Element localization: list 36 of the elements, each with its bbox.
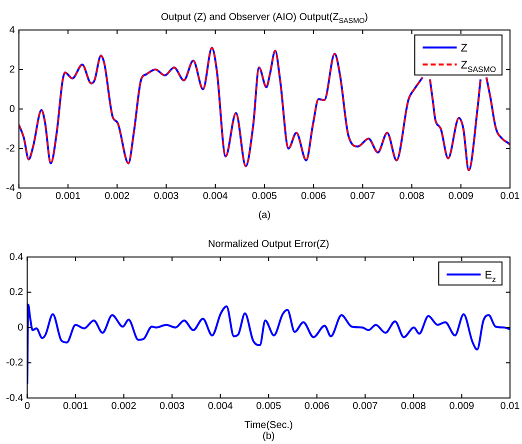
y-tick-label: 0.4	[9, 252, 24, 263]
x-tick-label: 0.004	[208, 400, 234, 412]
x-tick-label: 0.009	[449, 400, 475, 412]
x-tick-label: 0.008	[399, 190, 425, 202]
line-series	[27, 304, 510, 385]
x-tick-label: 0.002	[111, 400, 137, 412]
legend-label: Z	[460, 42, 468, 54]
x-tick-label: 0.01	[500, 400, 520, 412]
x-tick-label: 0.004	[202, 190, 228, 202]
x-tick-label: 0.003	[160, 400, 186, 412]
x-tick-label: 0.007	[350, 190, 376, 202]
x-axis-title: Time(Sec.)	[244, 420, 293, 431]
y-tick-label: -0.4	[6, 392, 24, 404]
y-tick-label: 0	[9, 104, 16, 115]
y-tick-label: 0.2	[9, 287, 24, 298]
y-tick-label: -4	[6, 182, 16, 194]
chart-title: Normalized Output Error(Z)	[208, 239, 330, 250]
x-tick-label: 0.009	[448, 190, 474, 202]
x-tick-label: 0.001	[55, 190, 81, 202]
x-tick-label: 0.005	[256, 400, 282, 412]
x-tick-label: 0.002	[104, 190, 130, 202]
x-tick-label: 0.008	[400, 400, 426, 412]
y-tick-label: 0	[18, 322, 24, 334]
y-tick-label: -0.2	[6, 358, 24, 368]
x-tick-label: 0.005	[252, 190, 278, 202]
x-tick-label: 0.007	[352, 400, 378, 412]
x-tick-label: 0.01	[500, 190, 520, 202]
x-tick-label: 0.001	[62, 400, 88, 412]
text: (b)	[262, 431, 275, 442]
x-tick-label: 0.003	[154, 190, 180, 202]
x-tick-label: 0.006	[304, 400, 330, 412]
y-tick-label: -2	[6, 143, 16, 154]
text: (a)	[258, 210, 271, 221]
x-tick-label: 0.006	[301, 190, 327, 202]
y-tick-label: 4	[9, 24, 16, 36]
y-tick-label: 2	[9, 64, 16, 76]
